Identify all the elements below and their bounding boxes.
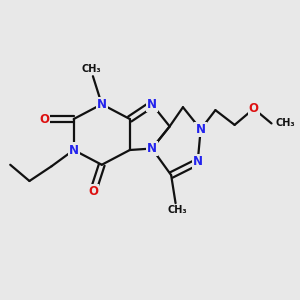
Text: N: N — [69, 143, 79, 157]
Text: CH₃: CH₃ — [82, 64, 101, 74]
Text: CH₃: CH₃ — [275, 118, 295, 128]
Text: O: O — [88, 185, 98, 198]
Text: CH₃: CH₃ — [167, 206, 187, 215]
Text: O: O — [39, 112, 49, 125]
Text: O: O — [249, 102, 259, 115]
Text: N: N — [147, 142, 157, 155]
Text: N: N — [193, 155, 203, 168]
Text: N: N — [147, 98, 157, 111]
Text: N: N — [196, 123, 206, 136]
Text: N: N — [97, 98, 107, 111]
